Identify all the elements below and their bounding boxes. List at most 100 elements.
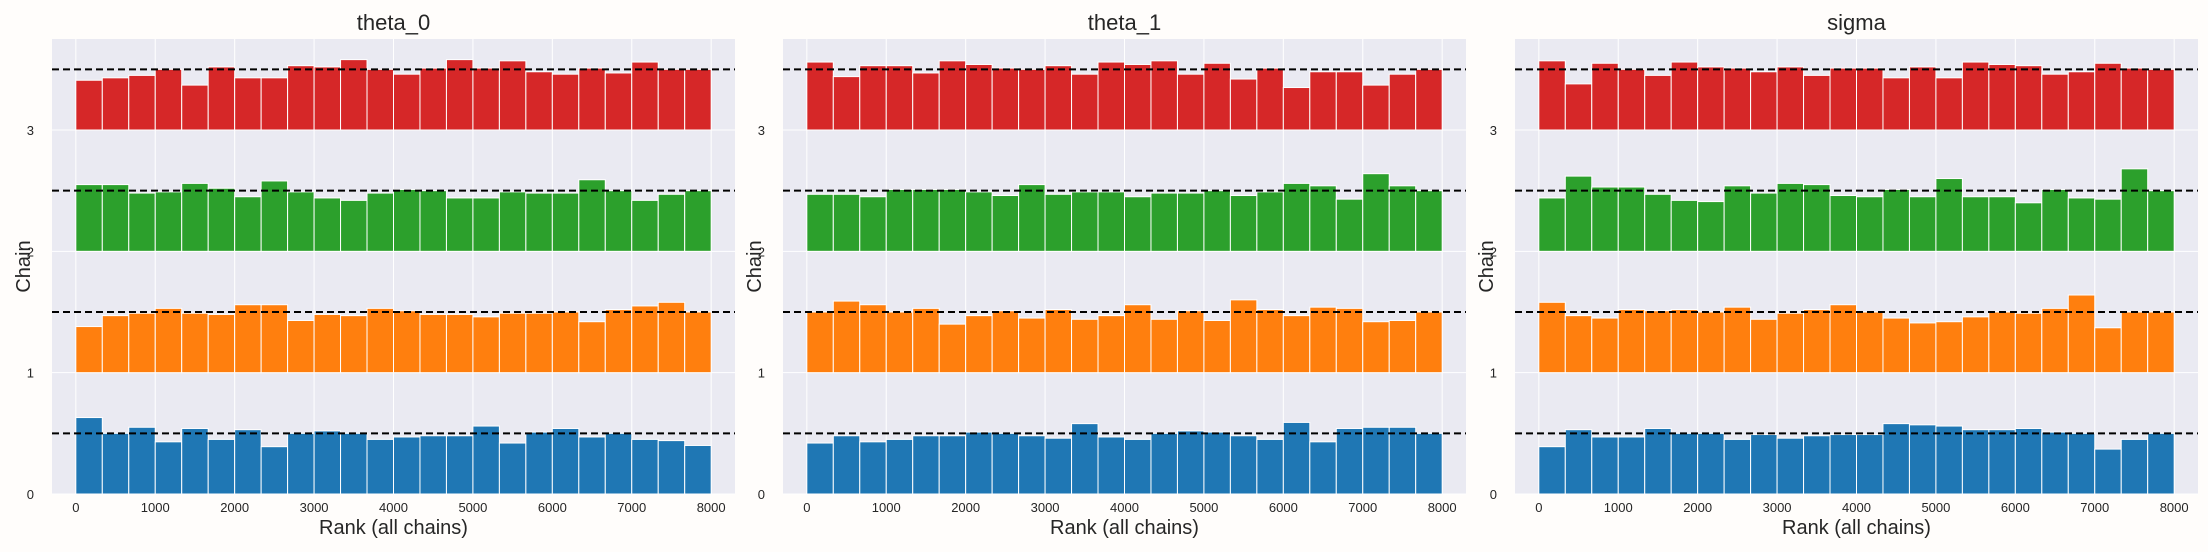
bar-chain-0 bbox=[1203, 431, 1231, 495]
x-tick-label: 4000 bbox=[1842, 500, 1871, 515]
bar-chain-2 bbox=[260, 180, 289, 252]
bar-chain-2 bbox=[1829, 195, 1857, 252]
bar-chain-1 bbox=[1564, 315, 1593, 374]
bar-chain-1 bbox=[419, 313, 447, 374]
bar-chain-2 bbox=[965, 191, 993, 252]
bar-chain-1 bbox=[1256, 309, 1284, 374]
bar-chain-0 bbox=[2120, 438, 2149, 495]
bar-chain-2 bbox=[366, 192, 394, 252]
bar-chain-1 bbox=[1044, 309, 1073, 374]
bar-chain-3 bbox=[885, 65, 914, 131]
x-axis-label: Rank (all chains) bbox=[1050, 517, 1199, 539]
bar-chain-3 bbox=[1750, 71, 1778, 131]
bar-chain-1 bbox=[1644, 310, 1672, 374]
bar-chain-0 bbox=[938, 435, 967, 495]
x-tick-label: 3000 bbox=[1031, 500, 1060, 515]
bar-chain-2 bbox=[1935, 178, 1963, 252]
bar-chain-0 bbox=[1097, 436, 1125, 495]
bar-chain-1 bbox=[1415, 311, 1443, 374]
bar-chain-1 bbox=[1124, 304, 1152, 374]
bar-chain-2 bbox=[2014, 202, 2043, 252]
bar-chain-0 bbox=[340, 432, 368, 495]
x-tick-label: 2000 bbox=[951, 500, 980, 515]
x-tick-label: 7000 bbox=[2080, 500, 2109, 515]
bar-chain-0 bbox=[1591, 436, 1619, 495]
bar-chain-3 bbox=[419, 67, 447, 131]
bar-chain-0 bbox=[578, 436, 606, 495]
bar-chain-0 bbox=[604, 432, 633, 495]
bar-chain-0 bbox=[1961, 429, 1990, 495]
bar-chain-0 bbox=[1388, 426, 1417, 495]
bar-chain-3 bbox=[2120, 67, 2149, 131]
x-tick-label: 5000 bbox=[458, 500, 487, 515]
bar-chain-1 bbox=[631, 305, 659, 374]
bar-chain-3 bbox=[101, 77, 130, 131]
bar-chain-0 bbox=[207, 438, 236, 495]
bar-chain-2 bbox=[128, 192, 156, 252]
x-tick-label: 0 bbox=[72, 500, 79, 515]
bar-chain-3 bbox=[472, 67, 500, 131]
bar-chain-3 bbox=[1229, 78, 1258, 131]
bar-chain-0 bbox=[2014, 427, 2043, 495]
bar-chain-1 bbox=[445, 313, 474, 374]
bar-chain-2 bbox=[806, 193, 834, 252]
y-tick-label: 3 bbox=[27, 123, 34, 138]
bar-chain-2 bbox=[1856, 196, 1884, 252]
bar-chain-2 bbox=[1071, 191, 1099, 252]
bar-chain-0 bbox=[366, 438, 394, 495]
bar-chain-1 bbox=[885, 311, 914, 374]
bar-chain-0 bbox=[1044, 437, 1073, 495]
x-tick-label: 8000 bbox=[697, 500, 726, 515]
bar-chain-1 bbox=[1723, 306, 1752, 374]
y-tick-label: 1 bbox=[27, 366, 34, 381]
bar-chain-1 bbox=[154, 307, 183, 374]
bar-chain-2 bbox=[1617, 186, 1646, 252]
bar-chain-0 bbox=[2147, 432, 2175, 495]
bar-chain-2 bbox=[1018, 184, 1046, 252]
bar-chain-3 bbox=[1697, 66, 1725, 131]
bar-chain-0 bbox=[965, 431, 993, 495]
bar-chain-1 bbox=[75, 326, 103, 374]
bar-chain-3 bbox=[1124, 63, 1152, 131]
bar-chain-1 bbox=[393, 310, 421, 374]
bar-chain-3 bbox=[1882, 77, 1910, 131]
bar-chain-3 bbox=[965, 63, 993, 131]
bar-chain-3 bbox=[1538, 60, 1566, 131]
bar-chain-3 bbox=[604, 72, 633, 131]
bar-chain-1 bbox=[2120, 311, 2149, 374]
bar-chain-1 bbox=[1335, 307, 1364, 374]
bar-chain-0 bbox=[631, 438, 659, 495]
bar-chain-1 bbox=[1935, 321, 1963, 374]
bar-chain-3 bbox=[1388, 73, 1417, 131]
bar-chain-0 bbox=[2067, 432, 2096, 495]
bar-chain-1 bbox=[2094, 327, 2122, 374]
bar-chain-0 bbox=[1538, 446, 1566, 495]
bar-chain-3 bbox=[1203, 62, 1231, 131]
bar-chain-3 bbox=[1723, 67, 1752, 131]
x-axis-label: Rank (all chains) bbox=[1782, 517, 1931, 539]
bar-chain-1 bbox=[2147, 311, 2175, 374]
bar-chain-3 bbox=[938, 60, 967, 131]
x-tick-label: 0 bbox=[803, 500, 810, 515]
bar-chain-3 bbox=[1803, 74, 1831, 131]
bar-chain-0 bbox=[1229, 435, 1258, 495]
bar-chain-0 bbox=[181, 427, 209, 495]
bar-chain-1 bbox=[340, 315, 368, 374]
bar-chain-0 bbox=[1309, 441, 1337, 495]
bar-chain-3 bbox=[1856, 67, 1884, 131]
bar-chain-1 bbox=[1203, 319, 1231, 374]
bar-chain-1 bbox=[1856, 311, 1884, 374]
bar-chain-0 bbox=[154, 441, 183, 495]
bar-chain-2 bbox=[2094, 198, 2122, 252]
bar-chain-0 bbox=[657, 440, 686, 495]
bar-chain-2 bbox=[75, 184, 103, 252]
bar-chain-3 bbox=[1829, 67, 1857, 131]
bar-chain-1 bbox=[1961, 316, 1990, 374]
bar-chain-3 bbox=[551, 73, 580, 131]
bar-chain-0 bbox=[287, 432, 315, 495]
bar-chain-0 bbox=[1856, 434, 1884, 495]
bar-chain-1 bbox=[912, 307, 940, 374]
bar-chain-3 bbox=[657, 68, 686, 131]
bar-chain-0 bbox=[912, 435, 940, 495]
chart-title: theta_0 bbox=[357, 10, 430, 35]
